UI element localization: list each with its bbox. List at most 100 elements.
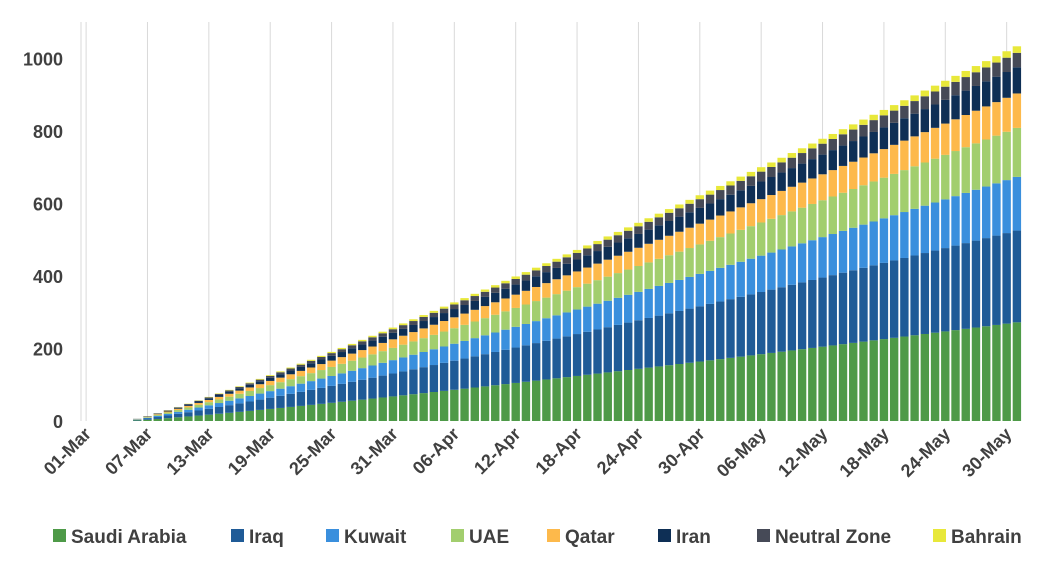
bar-segment [726, 357, 735, 421]
bar-segment [399, 323, 408, 326]
bar-segment [1002, 72, 1011, 98]
bar-segment [133, 419, 142, 421]
bar-segment [930, 104, 940, 128]
bar-segment [286, 370, 295, 375]
bar-segment [306, 389, 316, 405]
bar-segment [828, 345, 837, 421]
x-tick-label: 13-Mar [163, 424, 218, 479]
bar-segment [358, 379, 367, 400]
bar-segment [583, 331, 592, 375]
bar-segment [900, 105, 909, 119]
bar-segment [552, 378, 561, 421]
bar-segment [419, 393, 428, 421]
bar-segment [941, 248, 950, 332]
bar-segment [930, 332, 940, 421]
legend-label: Iran [676, 527, 711, 548]
bar-segment [756, 199, 766, 223]
bar-segment [736, 176, 745, 181]
bar-segment [214, 394, 224, 397]
bar-segment [910, 136, 919, 167]
bar-segment [716, 190, 725, 200]
bar-segment [695, 195, 705, 200]
bar-segment [654, 315, 664, 367]
bar-segment [296, 363, 306, 365]
bar-segment [388, 329, 398, 333]
bar-segment [797, 163, 807, 183]
bar-segment [214, 399, 224, 404]
bar-segment [276, 372, 285, 375]
bar-segment [797, 153, 807, 164]
bar-segment [255, 409, 265, 421]
bar-segment [992, 235, 1001, 325]
bar-segment [572, 271, 582, 288]
bar-segment [664, 220, 674, 236]
bar-segment [562, 290, 572, 313]
bars [133, 46, 1022, 421]
bar-segment [480, 386, 490, 421]
bar-segment [900, 212, 909, 258]
bar-segment [818, 143, 827, 155]
bar-segment [572, 259, 582, 272]
bar-segment [746, 294, 756, 356]
bar-segment [900, 118, 909, 141]
bar-segment [654, 225, 664, 240]
bar-segment [859, 267, 868, 342]
bar-segment [306, 359, 316, 361]
bar-segment [327, 351, 336, 354]
bar-segment [450, 389, 459, 421]
bar-segment [685, 362, 694, 421]
bar-segment [225, 389, 234, 391]
bar-segment [746, 171, 756, 177]
bar-segment [849, 189, 858, 228]
bar-segment [480, 335, 490, 355]
bar-segment [480, 354, 490, 387]
bar-segment [808, 347, 817, 421]
bar-segment [450, 304, 459, 310]
bar-segment [419, 321, 428, 329]
legend-label: Iraq [249, 527, 284, 548]
bar-segment [388, 396, 398, 421]
bar-segment [767, 218, 776, 253]
bar-segment [583, 374, 592, 421]
bar-segment [296, 383, 306, 392]
bar-segment [603, 246, 612, 260]
bar-segment [255, 384, 265, 389]
bar-segment [879, 109, 889, 116]
x-tick-label: 31-Mar [347, 424, 402, 479]
bar-segment [327, 366, 336, 376]
bar-segment [245, 384, 254, 388]
bar-segment [593, 303, 602, 330]
bar-segment [337, 363, 347, 374]
bar-segment [429, 349, 439, 366]
bar-segment [1002, 97, 1011, 132]
bar-segment [388, 332, 398, 340]
x-tick-label: 18-Apr [531, 424, 585, 478]
bar-segment [439, 331, 449, 347]
bar-segment [562, 377, 572, 421]
bar-segment [746, 226, 756, 259]
bar-segment [317, 387, 326, 404]
bar-segment [194, 401, 203, 403]
bar-segment [306, 404, 316, 421]
bar-segment [746, 203, 756, 227]
bar-segment [501, 384, 510, 421]
bar-segment [941, 123, 950, 155]
bar-segment [736, 356, 745, 421]
bar-segment [889, 260, 899, 338]
bar-segment [849, 161, 858, 189]
bar-segment [982, 139, 991, 187]
bar-segment [992, 324, 1001, 421]
bar-segment [941, 154, 950, 200]
bar-segment [869, 340, 878, 421]
bar-segment [521, 280, 531, 291]
bar-segment [235, 386, 244, 389]
bar-segment [470, 300, 479, 310]
bar-segment [787, 284, 797, 351]
bar-segment [756, 171, 766, 182]
bar-segment [879, 127, 889, 150]
bar-segment [276, 388, 285, 396]
bar-segment [255, 379, 265, 382]
bar-segment [399, 344, 408, 358]
bar-segment [347, 381, 357, 401]
bar-segment [429, 310, 439, 313]
